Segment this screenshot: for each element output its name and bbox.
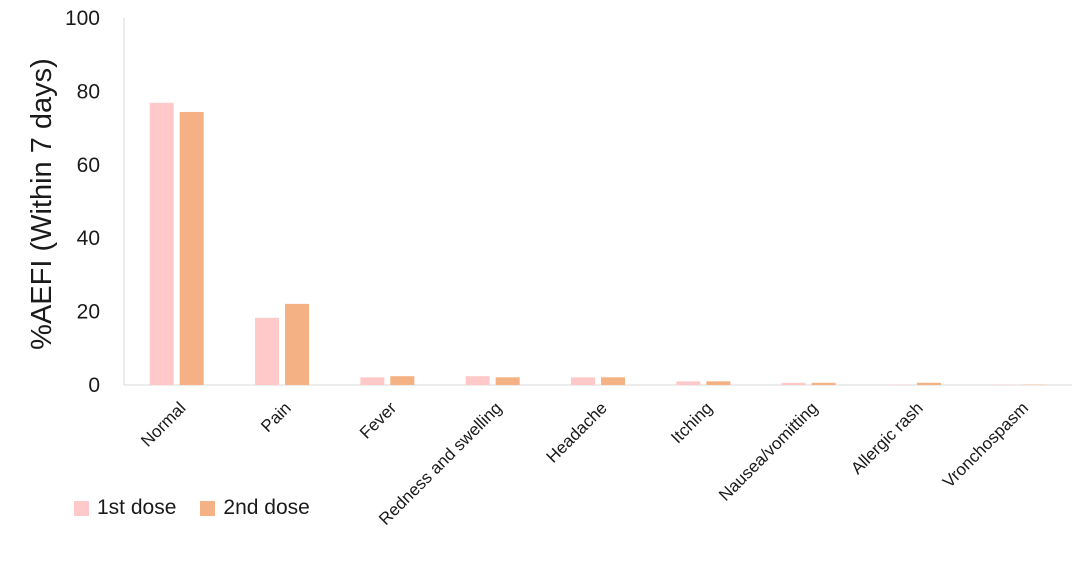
y-tick-label: 100 bbox=[65, 7, 100, 30]
y-axis: 0 20 40 60 80 100 bbox=[65, 7, 1072, 397]
legend-item-2nd-dose: 2nd dose bbox=[200, 496, 310, 520]
x-tick-label-itching: Itching bbox=[667, 398, 716, 447]
bar-2nd-dose-itching bbox=[706, 381, 731, 385]
legend: 1st dose 2nd dose bbox=[74, 496, 334, 520]
legend-swatch-1st-dose bbox=[74, 500, 89, 516]
bar-1st-dose-headache bbox=[571, 377, 595, 385]
bar-2nd-dose-redness-and-swelling bbox=[495, 377, 520, 385]
bar-2nd-dose-normal bbox=[179, 111, 204, 386]
bars bbox=[149, 102, 1047, 386]
y-tick-label: 40 bbox=[77, 227, 100, 250]
bar-2nd-dose-headache bbox=[601, 377, 625, 385]
legend-label-2nd-dose: 2nd dose bbox=[223, 496, 310, 519]
bar-2nd-dose-nausea-vomitting bbox=[811, 382, 836, 385]
x-tick-label-vronchospasm: Vronchospasm bbox=[939, 398, 1032, 491]
x-tick-label-headache: Headache bbox=[543, 398, 611, 466]
legend-label-1st-dose: 1st dose bbox=[97, 496, 177, 519]
y-tick-label: 80 bbox=[77, 80, 100, 103]
x-tick-label-normal: Normal bbox=[137, 398, 189, 450]
x-tick-label-allergic-rash: Allergic rash bbox=[847, 398, 927, 478]
x-tick-label-fever: Fever bbox=[356, 398, 400, 442]
y-tick-label: 60 bbox=[77, 154, 100, 177]
y-tick-label: 20 bbox=[77, 301, 100, 324]
bar-1st-dose-fever bbox=[360, 377, 385, 385]
x-tick-label-nausea-vomitting: Nausea/vomitting bbox=[715, 398, 821, 504]
x-tick-label-pain: Pain bbox=[257, 398, 294, 435]
legend-item-1st-dose: 1st dose bbox=[74, 496, 176, 520]
bar-1st-dose-itching bbox=[676, 381, 701, 385]
bar-2nd-dose-fever bbox=[390, 376, 415, 385]
bar-2nd-dose-allergic-rash bbox=[917, 382, 941, 385]
x-tick-label-redness-and-swelling: Redness and swelling bbox=[375, 398, 505, 528]
legend-swatch-2nd-dose bbox=[200, 500, 216, 516]
bar-1st-dose-nausea-vomitting bbox=[781, 382, 806, 385]
y-axis-title: %AEFI (Within 7 days) bbox=[26, 58, 58, 350]
bar-1st-dose-pain bbox=[255, 317, 279, 385]
bar-2nd-dose-pain bbox=[285, 303, 309, 385]
bar-1st-dose-redness-and-swelling bbox=[465, 376, 490, 385]
bar-1st-dose-normal bbox=[149, 102, 174, 385]
y-tick-label: 0 bbox=[88, 374, 100, 397]
